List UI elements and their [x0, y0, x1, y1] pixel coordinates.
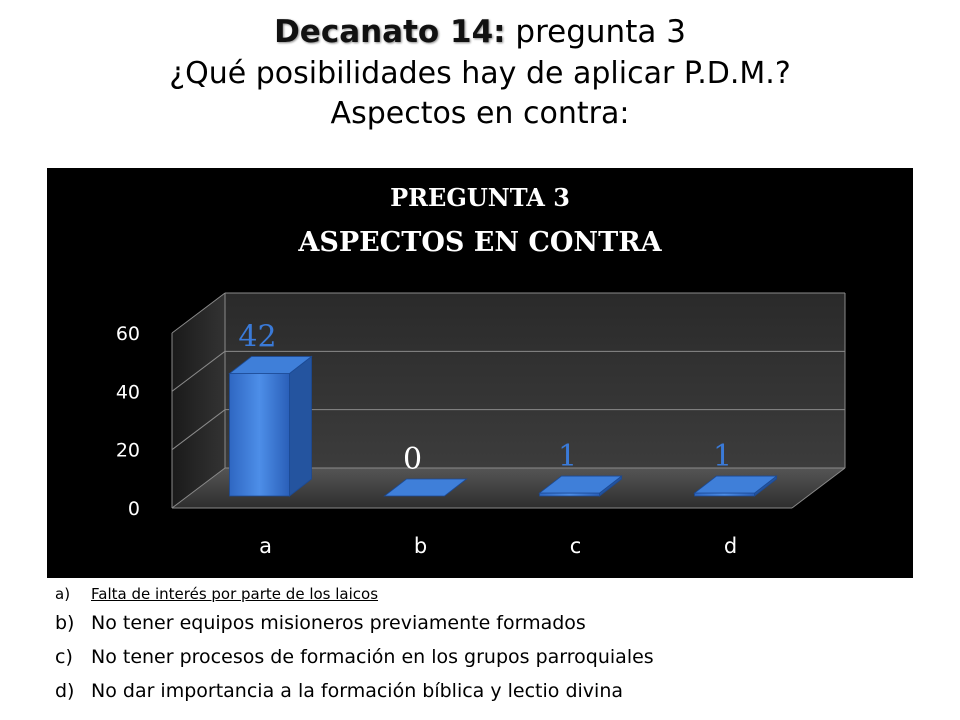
- bar-a: [228, 355, 313, 497]
- legend-text: No tener procesos de formación en los gr…: [91, 646, 654, 668]
- bar-b: [383, 478, 468, 497]
- chart-walls: [172, 293, 845, 508]
- legend-letter: c): [55, 646, 73, 668]
- legend-text: Falta de interés por parte de los laicos: [91, 585, 379, 603]
- legend-item-b: b) No tener equipos misioneros previamen…: [55, 606, 935, 640]
- legend-text: No tener equipos misioneros previamente …: [91, 612, 586, 634]
- x-tick-label: d: [724, 534, 737, 558]
- bar-front: [694, 492, 755, 497]
- chart-subtitle: ASPECTOS EN CONTRA: [297, 227, 662, 258]
- floor-right-edge: [791, 467, 846, 509]
- bar-front: [229, 373, 290, 497]
- bar-top: [383, 478, 468, 497]
- gridline-side: [171, 292, 226, 334]
- bar-chart: PREGUNTA 3 ASPECTOS EN CONTRA 0 20 40 60 a b…: [47, 168, 913, 578]
- bar-front: [539, 492, 600, 497]
- gridline-side: [171, 350, 226, 392]
- y-tick-label: 60: [116, 323, 140, 345]
- bar-side: [289, 355, 312, 497]
- data-label: 1: [713, 439, 732, 474]
- data-label: 0: [403, 442, 422, 477]
- chart-gridlines: [171, 292, 846, 509]
- chart-back-wall: [225, 293, 845, 468]
- legend-item-d: d) No dar importancia a la formación bíb…: [55, 674, 935, 708]
- y-axis-labels: 0 20 40 60: [116, 323, 140, 520]
- title-bold: Decanato 14:: [274, 14, 506, 50]
- slide-title: Decanato 14: pregunta 3 ¿Qué posibilidad…: [0, 10, 960, 134]
- legend-item-a: a) Falta de interés por parte de los lai…: [55, 582, 935, 606]
- title-question: ¿Qué posibilidades hay de aplicar P.D.M.…: [169, 56, 791, 91]
- y-tick-label: 20: [116, 440, 140, 462]
- x-tick-label: c: [570, 534, 582, 558]
- legend-letter: a): [55, 585, 71, 603]
- data-labels: 42 0 1 1: [238, 320, 732, 478]
- title-aspects: Aspectos en contra:: [330, 96, 630, 131]
- bar-top: [228, 356, 313, 374]
- data-label: 42: [238, 320, 276, 355]
- x-axis-labels: a b c d: [259, 534, 737, 558]
- title-normal: pregunta 3: [505, 14, 686, 50]
- y-tick-label: 40: [116, 381, 140, 403]
- title-line-1: Decanato 14: pregunta 3: [0, 10, 960, 54]
- legend-letter: b): [55, 612, 75, 634]
- bar-top: [693, 475, 778, 494]
- data-label: 1: [558, 439, 577, 474]
- legend-letter: d): [55, 680, 75, 702]
- bar-c: [538, 475, 623, 497]
- gridline-side: [171, 467, 226, 509]
- bar-top: [538, 475, 623, 494]
- bar-d: [693, 475, 778, 497]
- legend-list: a) Falta de interés por parte de los lai…: [55, 582, 935, 708]
- chart-title: PREGUNTA 3: [390, 183, 570, 212]
- chart-floor: [172, 468, 845, 508]
- legend-text: No dar importancia a la formación bíblic…: [91, 680, 623, 702]
- x-tick-label: a: [259, 534, 272, 558]
- chart-canvas: PREGUNTA 3 ASPECTOS EN CONTRA 0 20 40 60 a b…: [116, 183, 846, 558]
- chart-bars: [228, 355, 778, 497]
- chart-side-wall: [172, 293, 225, 508]
- gridline-side: [171, 409, 226, 451]
- legend-item-c: c) No tener procesos de formación en los…: [55, 640, 935, 674]
- x-tick-label: b: [414, 534, 427, 558]
- y-tick-label: 0: [128, 498, 140, 520]
